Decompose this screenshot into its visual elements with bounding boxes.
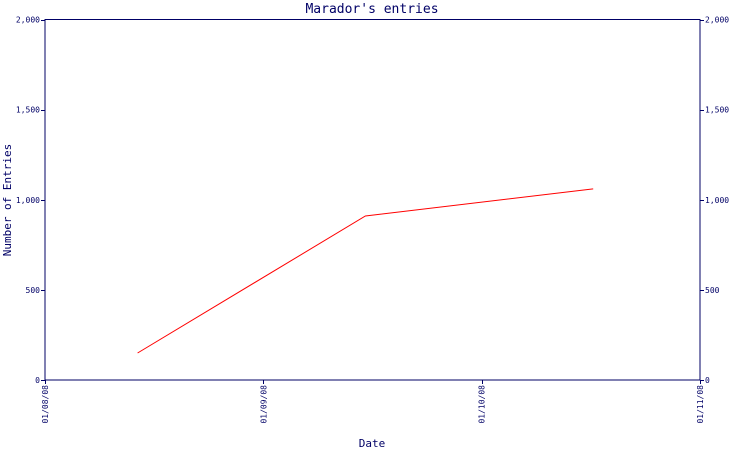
y-axis-left: 0 500 1,000 1,500 2,000 [16, 16, 45, 385]
y-tick-label-right: 0 [705, 376, 710, 385]
y-axis-right: 0 500 1,000 1,500 2,000 [700, 16, 729, 385]
entries-series-line [137, 188, 594, 354]
y-tick-label-right: 500 [705, 286, 720, 295]
x-tick-label: 01/09/08 [259, 385, 268, 424]
y-tick-label-right: 1,500 [705, 106, 729, 115]
y-tick-label: 1,000 [16, 196, 40, 205]
y-tick-label: 2,000 [16, 16, 40, 25]
y-tick-label-right: 1,000 [705, 196, 729, 205]
chart-title: Marador's entries [305, 2, 438, 17]
y-tick-label: 1,500 [16, 106, 40, 115]
y-tick-label: 0 [35, 376, 40, 385]
plot-area-frame [44, 19, 701, 381]
x-tick-label: 01/10/08 [478, 385, 487, 424]
x-tick-label: 01/11/08 [696, 385, 705, 424]
y-axis-title: Number of Entries [1, 144, 14, 257]
x-axis: 01/08/08 01/09/08 01/10/08 01/11/08 [41, 380, 705, 424]
x-tick-label: 01/08/08 [41, 385, 50, 424]
y-tick-label-right: 2,000 [705, 16, 729, 25]
x-axis-title: Date [359, 437, 386, 450]
y-tick-label: 500 [26, 286, 41, 295]
